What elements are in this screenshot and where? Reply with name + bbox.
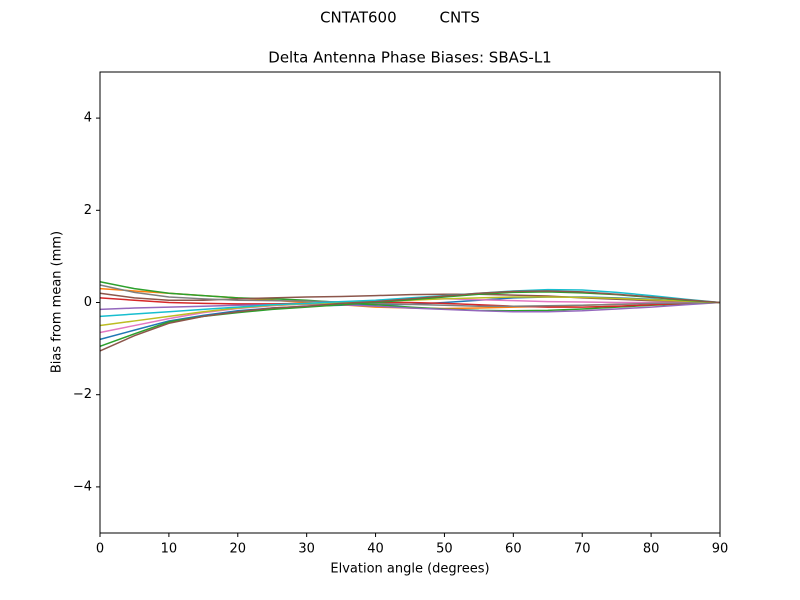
x-tick-label: 70: [574, 542, 591, 557]
series-line: [99, 296, 721, 327]
x-tick-label: 80: [643, 542, 660, 557]
series-line: [99, 281, 721, 312]
x-tick-label: 10: [161, 542, 178, 557]
series-line: [99, 290, 721, 352]
series-line: [99, 288, 721, 318]
y-tick-label: 4: [84, 111, 92, 126]
y-tick-label: −2: [73, 387, 92, 402]
chart-title: Delta Antenna Phase Biases: SBAS-L1: [268, 49, 551, 67]
x-tick-label: 20: [230, 542, 247, 557]
y-tick-label: 2: [84, 203, 92, 218]
suptitle: CNTAT600 CNTS: [320, 9, 480, 27]
x-tick-label: 50: [436, 542, 453, 557]
series-line: [99, 284, 721, 307]
x-tick-label: 0: [96, 542, 104, 557]
series-line: [99, 297, 721, 308]
series-line: [99, 292, 721, 304]
series-line: [99, 301, 721, 313]
plot-frame: [99, 71, 721, 534]
x-tick-label: 40: [367, 542, 384, 557]
y-tick-label: 0: [84, 295, 92, 310]
x-tick-label: 60: [505, 542, 522, 557]
y-axis-label: Bias from mean (mm): [50, 231, 65, 373]
x-axis-label: Elvation angle (degrees): [330, 562, 489, 577]
x-tick-label: 90: [712, 542, 729, 557]
x-tick-label: 30: [298, 542, 315, 557]
y-tick-label: −4: [73, 479, 92, 494]
